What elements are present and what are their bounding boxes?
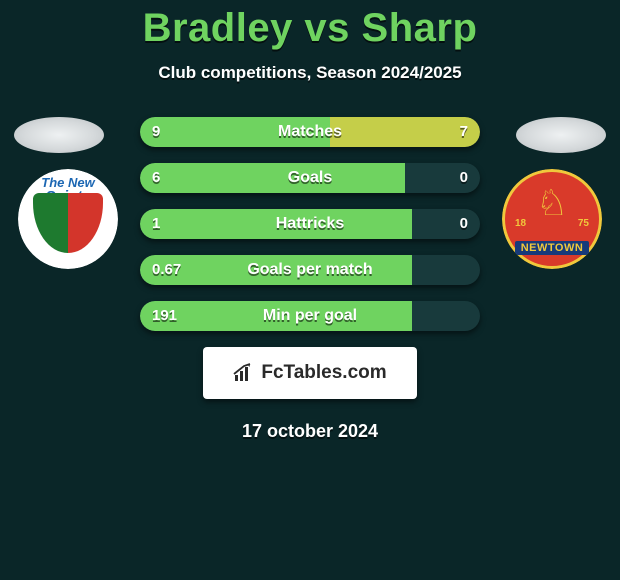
stat-label: Min per goal	[140, 301, 480, 331]
club-crest-right: ♘ 18 75 NEWTOWN	[502, 169, 602, 269]
stat-label: Matches	[140, 117, 480, 147]
site-logo: FcTables.com	[203, 347, 417, 399]
date-label: 17 october 2024	[0, 421, 620, 442]
subtitle: Club competitions, Season 2024/2025	[0, 63, 620, 83]
site-logo-text: FcTables.com	[261, 362, 386, 384]
main-area: The New Saints ♘ 18 75 NEWTOWN	[0, 117, 620, 442]
stat-row: Matches9 7	[140, 117, 480, 147]
stat-left-value: 0.67	[140, 255, 193, 285]
crest-right-year-right: 75	[578, 218, 589, 229]
stat-left-value: 6	[140, 163, 172, 193]
page-title: Bradley vs Sharp	[0, 6, 620, 51]
stat-row: Min per goal191	[140, 301, 480, 331]
stat-row: Goals6 0	[140, 163, 480, 193]
stat-label: Goals	[140, 163, 480, 193]
root: Bradley vs Sharp Club competitions, Seas…	[0, 0, 620, 442]
stat-right-value: 0	[448, 163, 480, 193]
player-avatar-right	[516, 117, 606, 153]
crest-right-town: NEWTOWN	[515, 241, 590, 255]
chart-icon	[233, 363, 255, 383]
stat-left-value: 9	[140, 117, 172, 147]
stat-left-value: 191	[140, 301, 189, 331]
player-avatar-left	[14, 117, 104, 153]
stat-row: Hattricks1 0	[140, 209, 480, 239]
club-crest-left: The New Saints	[18, 169, 118, 269]
stat-bars: Matches97Goals60Hattricks10Goals per mat…	[140, 117, 480, 331]
stat-label: Hattricks	[140, 209, 480, 239]
stat-right-value: 7	[448, 117, 480, 147]
crest-right-year-left: 18	[515, 218, 526, 229]
stat-right-value: 0	[448, 209, 480, 239]
stat-left-value: 1	[140, 209, 172, 239]
stat-row: Goals per match0.67	[140, 255, 480, 285]
